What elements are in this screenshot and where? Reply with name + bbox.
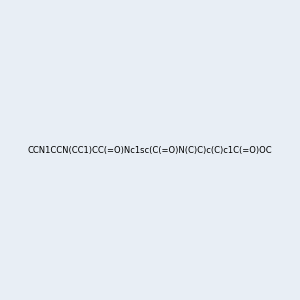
Text: CCN1CCN(CC1)CC(=O)Nc1sc(C(=O)N(C)C)c(C)c1C(=O)OC: CCN1CCN(CC1)CC(=O)Nc1sc(C(=O)N(C)C)c(C)c…: [28, 146, 272, 154]
